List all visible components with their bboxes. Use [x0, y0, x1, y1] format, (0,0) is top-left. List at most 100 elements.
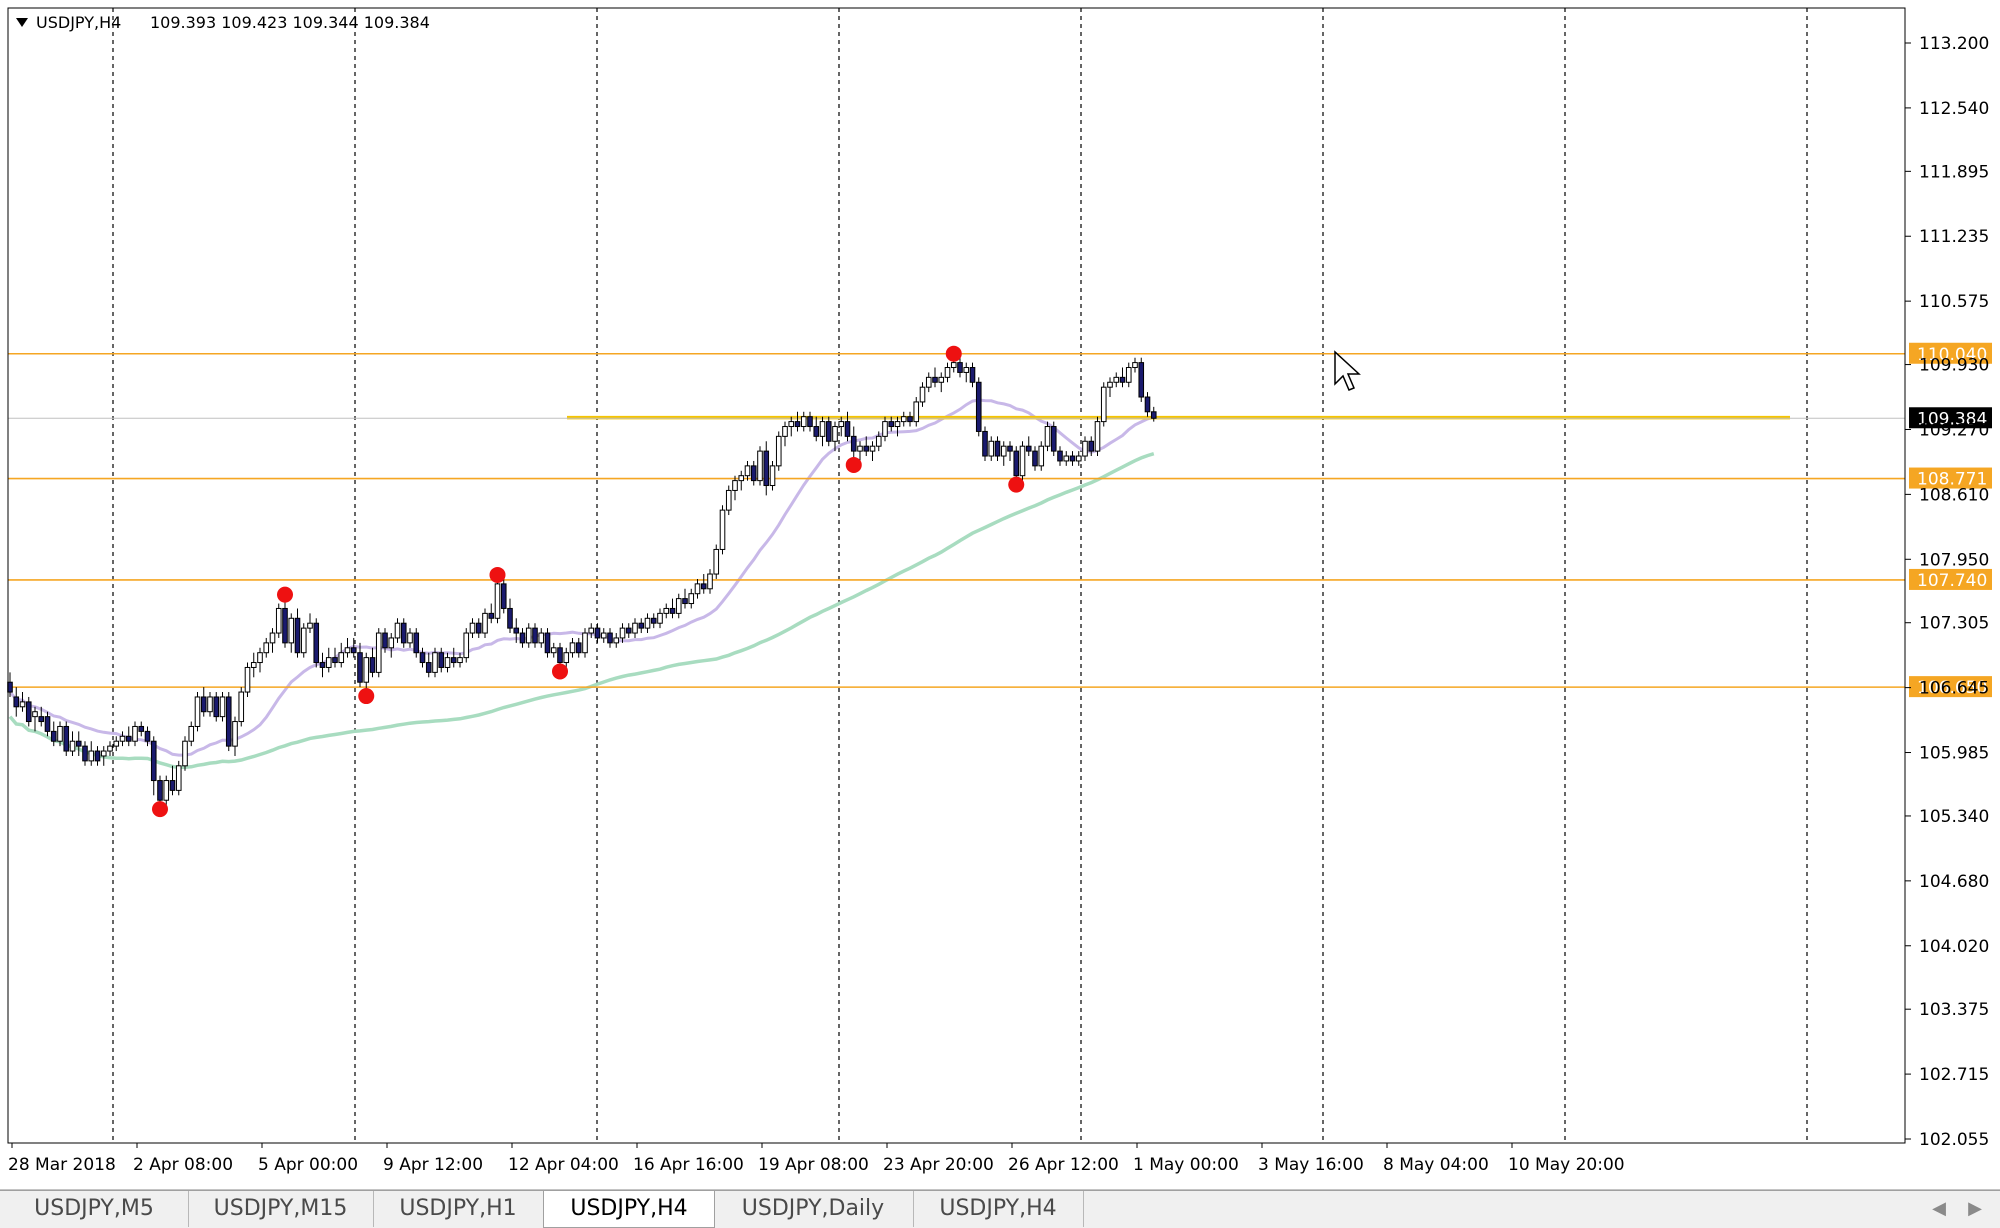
time-tick-label: 19 Apr 08:00 — [758, 1155, 869, 1175]
candle-body — [1150, 411, 1157, 419]
candle-body — [613, 637, 620, 644]
candle-body — [394, 622, 401, 639]
candle-body — [57, 725, 63, 742]
candle — [782, 421, 788, 447]
candle — [957, 357, 963, 378]
candle — [538, 628, 545, 648]
candle — [1088, 436, 1095, 457]
time-tick-label: 23 Apr 20:00 — [883, 1155, 994, 1175]
candle — [819, 416, 826, 447]
level-label: 107.740 — [1917, 571, 1987, 591]
candle — [813, 416, 820, 442]
candle-body — [282, 607, 288, 644]
candle-body — [169, 780, 176, 791]
candle — [694, 578, 701, 599]
current-price-label-bg — [1909, 407, 1992, 429]
candle — [769, 460, 776, 491]
scroll-right-icon[interactable]: ▶ — [1968, 1198, 1982, 1219]
candle-body — [607, 632, 613, 644]
candle-body — [144, 730, 151, 742]
candle — [650, 613, 657, 629]
candle — [94, 746, 101, 766]
candle — [313, 618, 320, 668]
current-price-label: 109.384 — [1917, 409, 1987, 429]
tab-usdjpy-h4[interactable]: USDJPY,H4 — [543, 1191, 715, 1228]
candle-body — [988, 440, 995, 457]
candle — [88, 741, 95, 766]
price-tick-label: 105.340 — [1919, 807, 1989, 827]
candle-body — [32, 711, 38, 718]
price-chart[interactable]: 110.040 108.771 107.740 106.650 109.384 28 M… — [0, 0, 2000, 1190]
candle — [350, 637, 357, 658]
price-tick-label: 104.020 — [1919, 937, 1989, 957]
candle — [707, 569, 713, 594]
chart-header: USDJPY,H4 109.393 109.423 109.344 109.38… — [16, 13, 430, 32]
slow-moving-average — [8, 452, 1155, 770]
candle-body — [157, 780, 163, 801]
candle — [307, 613, 313, 634]
candle — [244, 662, 251, 697]
candle — [938, 372, 945, 393]
candle — [363, 652, 370, 693]
candle — [544, 628, 551, 658]
candle — [375, 628, 382, 678]
candle — [194, 692, 201, 732]
scroll-left-icon[interactable]: ◀ — [1932, 1198, 1946, 1219]
price-tick-label: 111.235 — [1919, 227, 1989, 247]
candle-body — [963, 367, 970, 373]
candle — [888, 416, 895, 432]
candle — [975, 377, 982, 437]
candles — [7, 357, 1157, 806]
candle — [1025, 436, 1032, 457]
candle-body — [238, 691, 245, 723]
candle — [1107, 377, 1113, 398]
candle-body — [863, 445, 870, 452]
candle-body — [69, 740, 76, 752]
candle-body — [232, 721, 238, 747]
candle-body — [300, 627, 307, 654]
candle-body — [432, 652, 438, 673]
candle-body — [263, 642, 270, 654]
candle — [669, 598, 676, 619]
price-tick-label: 105.985 — [1919, 744, 1989, 764]
candle — [688, 588, 695, 609]
candle — [575, 637, 582, 658]
tab-usdjpy-m5[interactable]: USDJPY,M5 — [0, 1191, 189, 1227]
tab-usdjpy-m15[interactable]: USDJPY,M15 — [188, 1191, 374, 1227]
candle-body — [838, 421, 845, 428]
chart-menu-icon[interactable] — [16, 18, 28, 27]
candle-body — [1019, 445, 1026, 477]
candle-body — [775, 435, 782, 467]
candle-body — [200, 696, 207, 713]
candle-body — [982, 430, 988, 457]
candle — [25, 696, 32, 727]
candle-body — [44, 716, 51, 732]
tab-usdjpy-h4-2[interactable]: USDJPY,H4 — [913, 1191, 1084, 1227]
candle-body — [663, 607, 670, 614]
candle-body — [575, 642, 582, 654]
chart-window[interactable]: 110.040 108.771 107.740 106.650 109.384 28 M… — [0, 0, 2000, 1190]
candle — [1038, 441, 1045, 471]
candle — [13, 687, 20, 717]
candle — [682, 588, 688, 609]
candle — [582, 628, 588, 658]
candle-body — [1050, 426, 1057, 452]
candle-body — [682, 598, 688, 605]
candle-body — [975, 381, 982, 432]
candle-body — [500, 583, 507, 609]
tab-usdjpy-daily[interactable]: USDJPY,Daily — [713, 1191, 914, 1227]
candle-body — [825, 421, 832, 442]
candle — [525, 623, 532, 648]
candle — [1138, 357, 1145, 402]
candle — [900, 411, 907, 427]
time-tick-label: 12 Apr 04:00 — [508, 1155, 619, 1175]
price-tick-label: 102.055 — [1919, 1130, 1989, 1150]
candle — [288, 613, 295, 653]
candle — [513, 618, 520, 643]
candle — [1125, 362, 1132, 388]
tab-usdjpy-h1[interactable]: USDJPY,H1 — [373, 1191, 544, 1227]
candle-body — [900, 416, 907, 423]
candle-body — [600, 632, 607, 639]
candle — [432, 647, 438, 678]
candle — [725, 485, 732, 516]
